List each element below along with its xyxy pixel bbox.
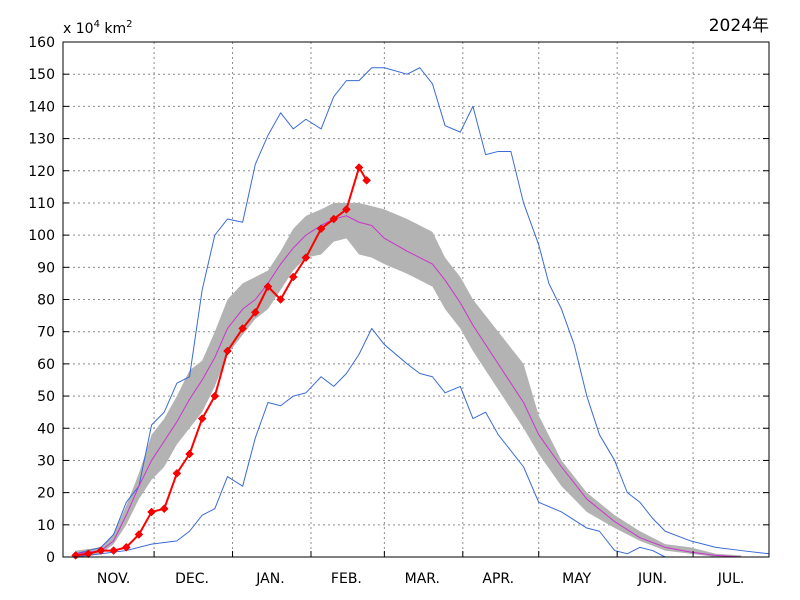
y-tick-label: 140 [28,99,55,115]
mean-series-line [75,215,742,558]
x-month-label: NOV. [97,571,130,587]
current-year-point [301,253,311,263]
y-tick-label: 110 [28,196,55,212]
current-year-point [121,542,131,552]
current-year-point [96,546,106,555]
current-year-point [329,214,339,224]
current-year-point [342,205,351,214]
y-tick-label: 120 [28,164,55,180]
min-series-line [75,327,769,558]
year-label: 2024年 [709,16,769,36]
grid-lines [63,42,769,557]
max-series-line [75,67,770,555]
y-tick-label: 30 [37,453,55,469]
current-year-point [238,324,248,333]
y-tick-label: 70 [37,325,55,341]
y-tick-label: 60 [37,357,55,373]
y-tick-label: 80 [37,293,55,309]
unit-km: km [100,21,126,37]
unit-exponent-1: 4 [94,19,100,30]
current-year-point [134,530,144,539]
current-year-point [276,295,285,304]
x-month-label: JUL. [717,571,745,587]
current-year-point [185,449,194,459]
current-year-point [83,549,93,559]
y-axis-ticks: 0 10 20 30 40 50 60 70 80 90 100 110 120 130 140 150 160 [28,35,769,566]
unit-prefix: x 10 [63,21,94,37]
current-year-point [288,272,298,282]
x-month-label: MAY [562,571,592,587]
y-tick-label: 160 [28,35,55,51]
x-month-label: APR. [482,571,514,587]
y-tick-label: 50 [37,389,55,405]
series-lines [75,67,770,558]
x-month-label: MAR. [405,571,440,587]
y-tick-label: 0 [46,550,55,566]
normal-range-band [75,202,742,557]
current-year-point [172,468,182,478]
current-year-point [197,414,207,423]
x-month-label: FEB. [331,571,362,587]
current-year-point [362,176,372,185]
current-year-point [354,163,364,172]
y-tick-label: 100 [28,228,55,244]
current-year-point [210,391,220,401]
y-tick-label: 90 [37,260,55,276]
y-tick-label: 10 [37,518,55,534]
current-year-point [223,346,232,356]
current-year-point [147,507,156,517]
normal-range-area [75,202,742,557]
y-tick-label: 150 [28,67,55,83]
current-year-point [109,546,118,555]
current-year-point [250,308,260,317]
y-tick-label: 130 [28,132,55,148]
x-axis-month-labels: NOV. DEC. JAN. FEB. MAR. APR. MAY JUN. JUL. [97,551,744,587]
x-month-label: DEC. [175,571,209,587]
current-year-point [159,504,169,514]
x-month-label: JAN. [255,571,284,587]
current-year-point [263,282,273,291]
current-year-point [316,224,326,234]
y-tick-label: 40 [37,421,55,437]
unit-exponent-2: 2 [126,19,132,30]
unit-label: x 104 km2 [63,19,133,37]
x-month-label: JUN. [637,571,667,587]
current-year-markers [71,163,372,560]
y-tick-label: 20 [37,486,55,502]
